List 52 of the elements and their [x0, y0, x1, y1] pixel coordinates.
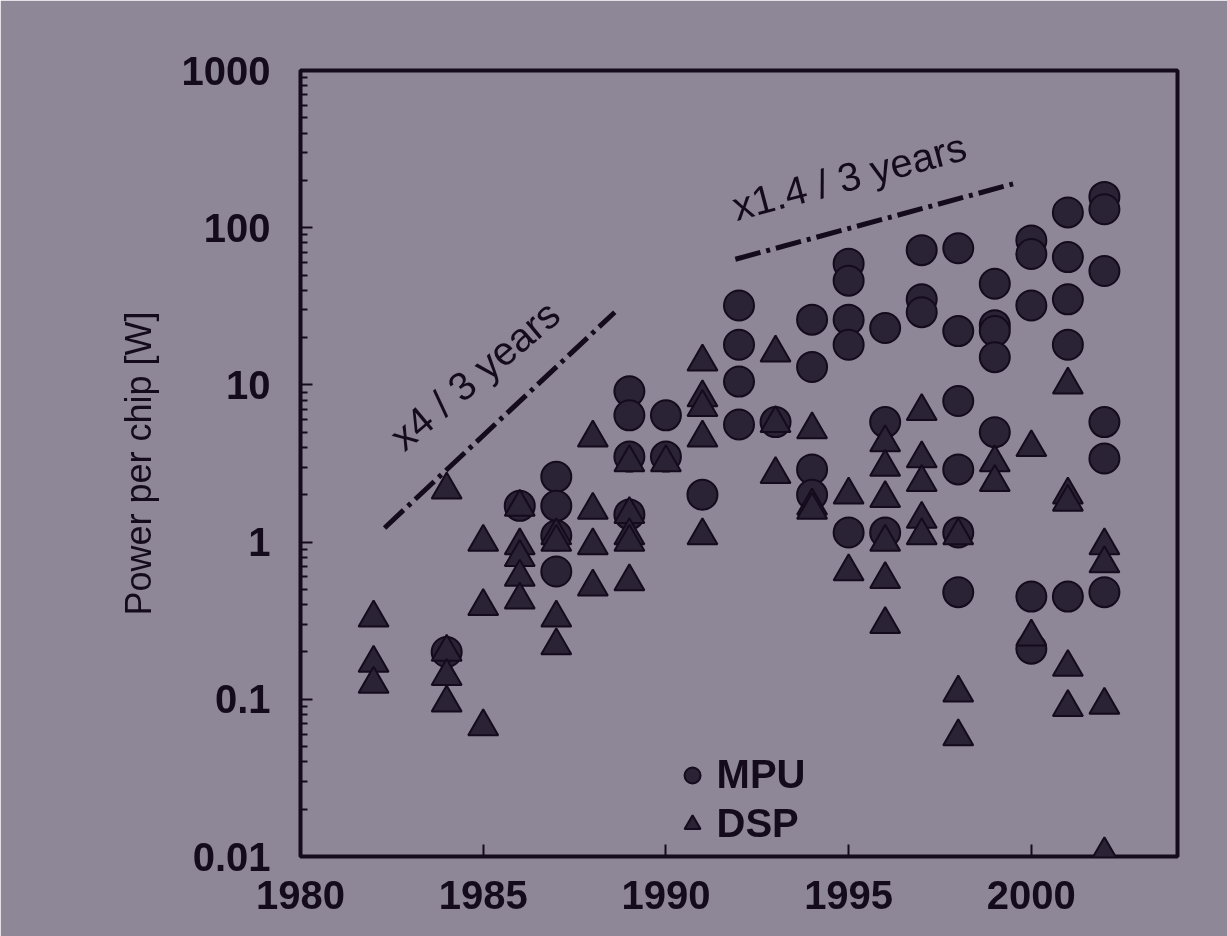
point — [942, 453, 975, 486]
y-tick-label: 10 — [226, 362, 271, 407]
point — [1088, 406, 1121, 439]
legend-label: DSP — [716, 801, 799, 846]
point — [978, 341, 1011, 374]
point — [978, 267, 1011, 300]
point — [723, 289, 755, 322]
x-tick-label: 2000 — [986, 872, 1076, 917]
y-axis-title: Power per chip [W] — [117, 311, 159, 616]
point — [1051, 196, 1084, 229]
legend-label: MPU — [716, 752, 806, 797]
point — [978, 416, 1011, 449]
point — [942, 232, 975, 265]
point — [613, 399, 646, 432]
y-tick-label: 1 — [248, 520, 271, 565]
point — [1015, 289, 1048, 322]
point — [1088, 193, 1121, 226]
point — [796, 303, 829, 336]
point — [1088, 442, 1121, 475]
point — [1051, 580, 1084, 613]
point — [942, 576, 975, 609]
x-tick-label: 1995 — [804, 872, 894, 917]
point — [796, 351, 829, 383]
y-tick-label: 0.1 — [214, 677, 271, 722]
point — [540, 555, 573, 588]
point — [832, 328, 865, 361]
point — [649, 399, 682, 432]
point — [869, 312, 902, 345]
point — [1051, 283, 1084, 316]
point — [832, 516, 865, 549]
point — [942, 385, 975, 417]
point — [723, 408, 755, 441]
point — [1088, 576, 1121, 609]
point — [1051, 328, 1084, 361]
point — [686, 478, 719, 511]
point — [540, 489, 573, 522]
y-tick-label: 1000 — [181, 48, 271, 93]
y-tick-label: 100 — [203, 205, 271, 250]
point — [540, 460, 573, 493]
point — [1015, 580, 1048, 613]
point — [942, 315, 975, 348]
point — [1051, 241, 1084, 274]
x-tick-label: 1985 — [438, 872, 528, 917]
annotation: x1.4 / 3 years — [727, 124, 971, 229]
point — [905, 234, 938, 267]
point — [905, 296, 938, 329]
point — [1015, 238, 1048, 270]
point — [723, 328, 755, 361]
x-tick-label: 1990 — [621, 872, 711, 917]
point — [1088, 255, 1121, 288]
point — [832, 264, 865, 297]
point — [723, 365, 755, 398]
